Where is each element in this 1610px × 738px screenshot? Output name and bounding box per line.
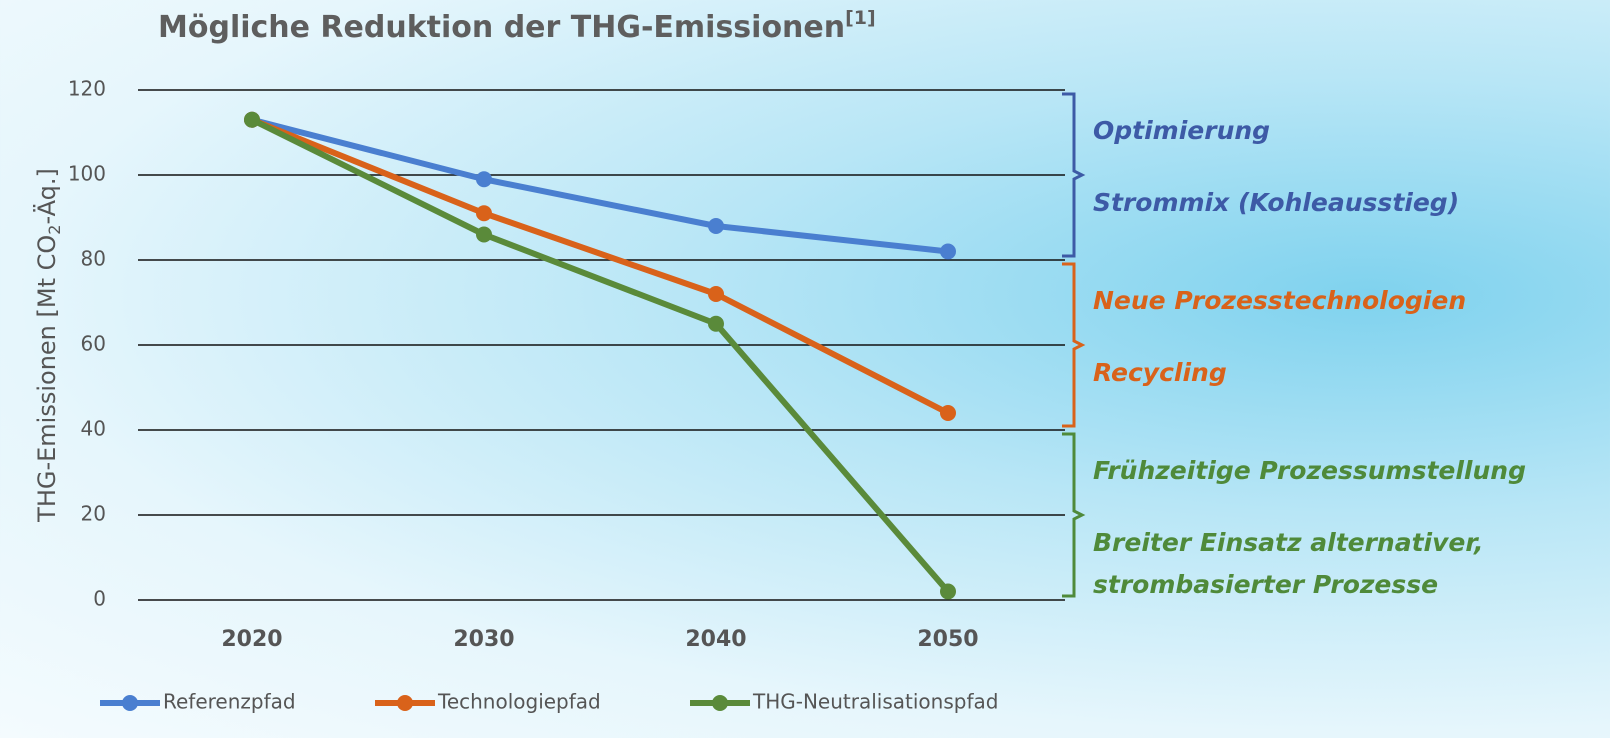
point (476, 171, 492, 188)
point (708, 218, 724, 234)
y-tick-label: 60 (81, 332, 106, 356)
annotation-text: Optimierung (1093, 116, 1270, 145)
legend-marker (122, 695, 138, 711)
y-tick-label: 20 (81, 502, 106, 526)
y-tick-label: 0 (93, 587, 106, 611)
y-label-part: THG-Emissionen [Mt CO (33, 235, 61, 523)
series-line (250, 117, 951, 594)
point (244, 111, 260, 128)
title-text: Mögliche Reduktion der THG-Emissionen (158, 10, 845, 45)
legend-marker (712, 695, 728, 711)
x-tick-label: 2030 (453, 627, 514, 652)
x-tick-label: 2020 (221, 627, 282, 652)
bracket (1062, 262, 1086, 428)
y-label-part: -Äq.] (32, 168, 61, 224)
series-line (250, 116, 950, 416)
y-tick-label: 120 (68, 77, 106, 101)
annotation-text: Frühzeitige Prozessumstellung (1093, 456, 1526, 485)
point (940, 243, 956, 260)
series-line (251, 116, 949, 255)
x-tick-label: 2040 (685, 627, 746, 652)
y-tick-label: 100 (68, 162, 106, 186)
annotation-text: Recycling (1093, 358, 1227, 387)
point (708, 286, 724, 302)
bracket (1062, 92, 1086, 258)
y-label-sub: 2 (45, 225, 64, 235)
annotation-text: Neue Prozesstechnologien (1093, 286, 1466, 315)
legend-marker (397, 695, 413, 711)
legend-label: Referenzpfad (163, 690, 296, 714)
y-axis-label: THG-Emissionen [Mt CO2-Äq.] (32, 168, 64, 523)
point (476, 205, 492, 222)
annotation-text: Breiter Einsatz alternativer, (1093, 528, 1484, 557)
point (708, 315, 724, 332)
point (940, 583, 956, 600)
legend-label: Technologiepfad (437, 690, 601, 714)
annotation-text: strombasierter Prozesse (1093, 570, 1438, 599)
title-note: [1] (845, 7, 876, 29)
bracket (1062, 432, 1086, 598)
point (476, 226, 492, 243)
y-tick-label: 80 (81, 247, 106, 271)
y-tick-label: 40 (81, 417, 106, 441)
chart-title: Mögliche Reduktion der THG-Emissionen[1] (158, 7, 876, 45)
x-tick-label: 2050 (917, 627, 978, 652)
legend-label: THG-Neutralisationspfad (752, 690, 998, 714)
annotation-text: Strommix (Kohleausstieg) (1093, 188, 1459, 217)
point (940, 405, 956, 421)
